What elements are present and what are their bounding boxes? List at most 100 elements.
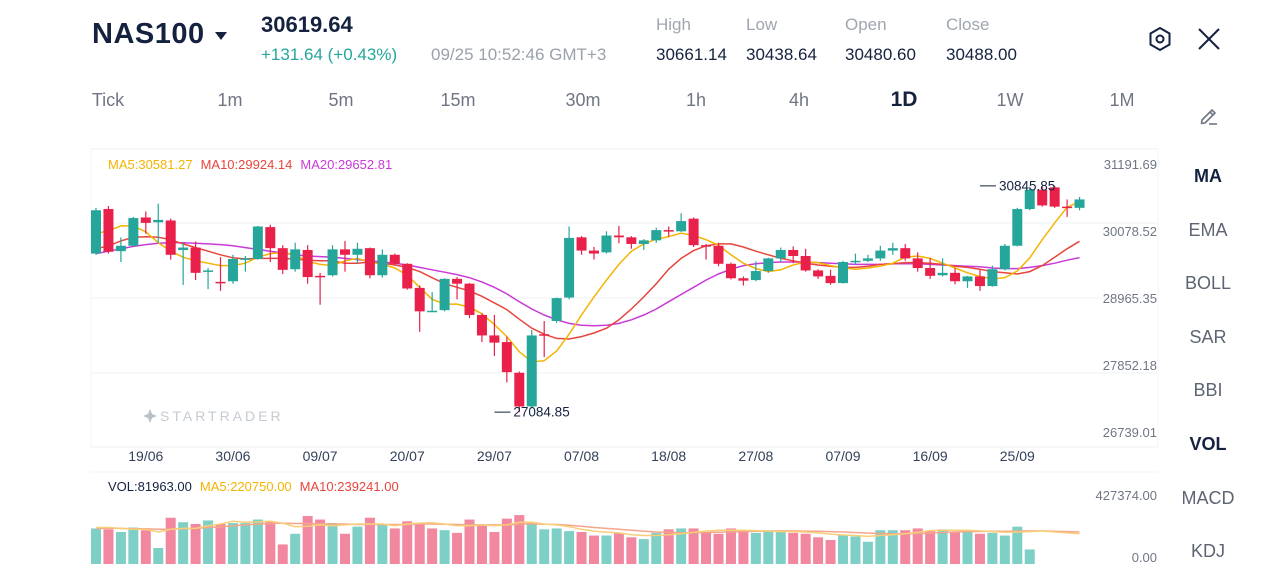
candle bbox=[526, 330, 537, 409]
candle bbox=[128, 216, 139, 247]
volume-bar bbox=[838, 534, 848, 564]
tab-tick[interactable]: Tick bbox=[91, 90, 125, 110]
indicator-ema[interactable]: EMA bbox=[1188, 220, 1228, 240]
volume-bar bbox=[476, 524, 487, 564]
candle-body bbox=[352, 248, 363, 255]
stat-open-label: Open bbox=[845, 15, 887, 34]
volume-bar bbox=[589, 535, 599, 564]
volume-bar bbox=[352, 526, 363, 564]
volume-bar bbox=[900, 530, 911, 564]
pencil-draw-icon[interactable] bbox=[1197, 103, 1221, 127]
candle bbox=[551, 297, 562, 323]
candle-body bbox=[551, 298, 562, 321]
volume-bar bbox=[925, 531, 936, 564]
volume-bar bbox=[950, 531, 961, 564]
candle-body bbox=[999, 245, 1010, 270]
volume-ma-lines bbox=[96, 520, 1080, 538]
tab-15m[interactable]: 15m bbox=[440, 90, 476, 110]
candle bbox=[1024, 186, 1035, 211]
date-axis-label: 16/09 bbox=[913, 448, 948, 464]
candle-body bbox=[1062, 206, 1073, 209]
candle-body bbox=[850, 260, 861, 263]
volume-bar bbox=[701, 531, 712, 564]
stat-high-label: High bbox=[656, 15, 691, 34]
volume-bars bbox=[91, 515, 1035, 564]
volume-legend: VOL:81963.00 MA5:220750.00 MA10:239241.0… bbox=[108, 479, 399, 494]
volume-bar bbox=[875, 530, 886, 564]
candle-body bbox=[178, 247, 189, 250]
volume-bar bbox=[464, 519, 475, 564]
volume-bar bbox=[277, 544, 288, 564]
indicator-bbi[interactable]: BBI bbox=[1193, 380, 1223, 400]
volume-bar bbox=[452, 532, 463, 564]
tab-1mo[interactable]: 1M bbox=[1109, 90, 1135, 110]
candle bbox=[701, 243, 712, 260]
volume-bar bbox=[439, 530, 450, 564]
volume-ma10-line bbox=[96, 522, 1080, 535]
ma20-line bbox=[95, 241, 1080, 327]
indicator-sar[interactable]: SAR bbox=[1189, 327, 1227, 347]
tab-5m[interactable]: 5m bbox=[328, 90, 354, 110]
candle-body bbox=[203, 270, 214, 272]
candle-body bbox=[651, 230, 662, 241]
volume-bar bbox=[825, 539, 836, 564]
candle-body bbox=[701, 245, 712, 247]
candle bbox=[464, 283, 475, 318]
tab-4h[interactable]: 4h bbox=[788, 90, 810, 110]
volume-bar bbox=[613, 532, 624, 564]
candle bbox=[302, 245, 313, 284]
candle bbox=[265, 224, 276, 263]
vol-ma5-legend: MA5:220750.00 bbox=[199, 479, 292, 494]
volume-bar bbox=[713, 533, 724, 564]
settings-hexagon-icon[interactable] bbox=[1146, 25, 1174, 53]
volume-bar bbox=[489, 531, 500, 564]
candle bbox=[178, 242, 189, 285]
candle-body bbox=[115, 245, 126, 252]
tab-30m[interactable]: 30m bbox=[565, 90, 601, 110]
candle bbox=[688, 217, 699, 247]
date-axis-label: 07/09 bbox=[825, 448, 860, 464]
volume-bar bbox=[526, 523, 537, 564]
indicator-boll[interactable]: BOLL bbox=[1184, 273, 1232, 293]
volume-bar bbox=[402, 521, 413, 564]
date-axis-label: 09/07 bbox=[303, 448, 338, 464]
candle bbox=[439, 278, 450, 312]
price-axis-label: 27852.18 bbox=[1103, 358, 1157, 373]
ma-lines bbox=[95, 201, 1080, 363]
candle-body bbox=[676, 221, 687, 232]
candle-body bbox=[900, 248, 911, 259]
candle-body bbox=[613, 235, 624, 238]
candle-body bbox=[589, 250, 599, 254]
candle-body bbox=[1037, 189, 1048, 206]
ma10-legend: MA10:29924.14 bbox=[200, 157, 293, 172]
tab-1d[interactable]: 1D bbox=[890, 88, 918, 111]
volume-bar bbox=[887, 530, 898, 564]
close-icon[interactable] bbox=[1195, 25, 1223, 53]
candle bbox=[290, 242, 301, 272]
volume-bar bbox=[265, 521, 276, 564]
candle bbox=[489, 314, 500, 356]
indicator-vol[interactable]: VOL bbox=[1189, 434, 1227, 454]
candle bbox=[589, 246, 599, 260]
tab-1h[interactable]: 1h bbox=[685, 90, 707, 110]
symbol-selector[interactable]: NAS100 bbox=[92, 18, 227, 51]
tab-1m[interactable]: 1m bbox=[217, 90, 243, 110]
candle-body bbox=[713, 245, 724, 264]
indicator-ma[interactable]: MA bbox=[1194, 166, 1222, 186]
ma-legend: MA5:30581.27 MA10:29924.14 MA20:29652.81 bbox=[108, 157, 392, 172]
candle bbox=[838, 260, 848, 284]
stat-open-value: 30480.60 bbox=[845, 45, 916, 64]
candle-body bbox=[277, 248, 288, 270]
ma10-line bbox=[95, 235, 1080, 340]
candle-body bbox=[452, 278, 463, 284]
candle-body bbox=[153, 219, 164, 223]
indicator-macd[interactable]: MACD bbox=[1181, 488, 1235, 508]
tab-1w[interactable]: 1W bbox=[996, 90, 1024, 110]
volume-bar bbox=[178, 522, 189, 564]
date-axis: 19/06 30/06 09/07 20/07 29/07 07/08 18/08 27/08… bbox=[128, 448, 1035, 464]
candle bbox=[912, 252, 923, 272]
volume-bar bbox=[912, 528, 923, 564]
indicator-kdj[interactable]: KDJ bbox=[1190, 541, 1225, 561]
date-axis-label: 30/06 bbox=[215, 448, 250, 464]
